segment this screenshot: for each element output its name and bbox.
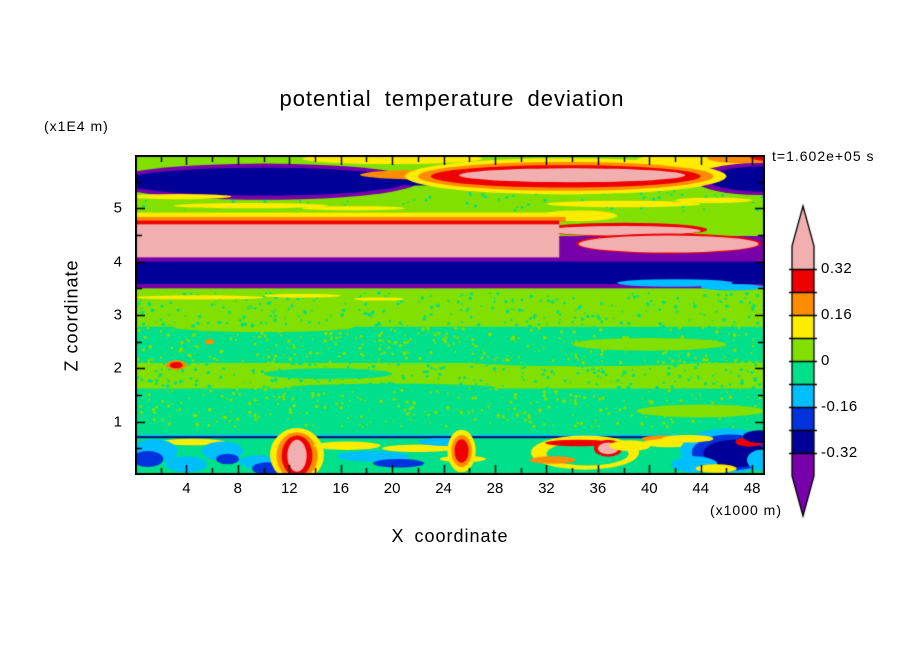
chart-title: potential temperature deviation [279, 86, 625, 111]
x-tick-label: 36 [589, 480, 607, 497]
x-tick-label: 40 [640, 480, 658, 497]
y-axis-title-text: Z coordinate [61, 258, 82, 372]
time-annotation: t=1.602e+05 s [772, 148, 875, 164]
y-axis-title: Z coordinate [52, 155, 92, 475]
y-tick-label: 5 [113, 199, 122, 217]
x-tick-label: 16 [332, 480, 350, 497]
x-tick-labels: 4 8 12 16 20 24 28 32 36 40 44 48 [135, 480, 765, 500]
y-tick-label: 2 [113, 359, 122, 377]
y-tick-label: 3 [113, 306, 122, 324]
colorbar-label: -0.32 [821, 444, 858, 461]
colorbar-canvas [783, 204, 827, 520]
x-tick-label: 24 [435, 480, 452, 497]
x-axis-title: X coordinate [391, 526, 509, 546]
y-tick-label: 1 [113, 413, 122, 431]
x-tick-label: 28 [486, 480, 504, 497]
x-tick-label: 8 [233, 480, 243, 497]
x-tick-label: 48 [743, 480, 761, 497]
colorbar-label: 0.32 [821, 260, 853, 277]
y-axis-unit-label: (x1E4 m) [44, 118, 109, 134]
colorbar-label: 0.16 [821, 306, 853, 323]
x-axis-unit-label: (x1000 m) [709, 502, 782, 518]
x-tick-label: 44 [692, 480, 710, 497]
x-tick-label: 20 [383, 480, 401, 497]
y-tick-labels: 1 2 3 4 5 [92, 155, 122, 475]
plot-area [135, 155, 765, 475]
colorbar-label: -0.16 [821, 398, 858, 415]
colorbar: 0.32 0.16 0 -0.16 -0.32 [783, 204, 903, 524]
x-tick-label: 32 [538, 480, 555, 497]
y-tick-label: 4 [113, 253, 122, 271]
heatmap-canvas [135, 155, 765, 475]
x-tick-label: 12 [280, 480, 298, 497]
colorbar-label: 0 [821, 352, 830, 369]
x-tick-label: 4 [182, 480, 191, 497]
